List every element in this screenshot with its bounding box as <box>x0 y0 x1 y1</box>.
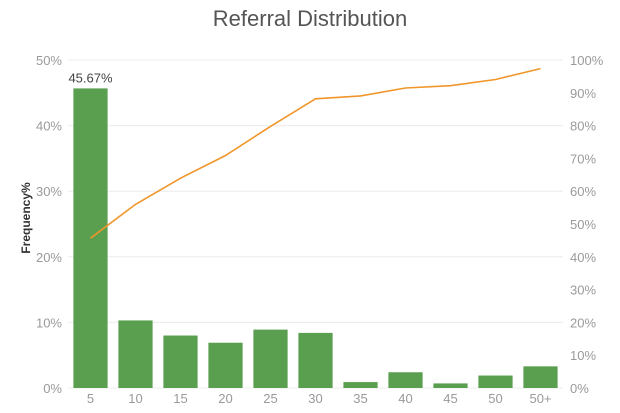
data-label: 45.67% <box>68 70 113 85</box>
y-right-tick-label: 50% <box>570 217 596 232</box>
bar <box>208 342 243 388</box>
y-right-tick-label: 70% <box>570 151 596 166</box>
x-tick-label: 50+ <box>529 391 551 406</box>
y-right-tick-label: 0% <box>570 381 589 396</box>
x-tick-label: 30 <box>308 391 322 406</box>
y-right-tick-label: 20% <box>570 315 596 330</box>
bar <box>163 335 198 388</box>
x-tick-label: 10 <box>128 391 142 406</box>
bar <box>73 88 108 389</box>
bar <box>478 375 513 388</box>
x-tick-label: 50 <box>488 391 502 406</box>
bar <box>298 332 333 388</box>
x-tick-label: 15 <box>173 391 187 406</box>
x-tick-label: 25 <box>263 391 277 406</box>
bar <box>253 329 288 388</box>
y-right-tick-label: 10% <box>570 348 596 363</box>
y-left-tick-label: 0% <box>43 381 62 396</box>
y-left-tick-label: 20% <box>36 250 62 265</box>
x-tick-label: 35 <box>353 391 367 406</box>
y-right-tick-label: 100% <box>570 53 604 68</box>
y-right-tick-label: 40% <box>570 250 596 265</box>
x-tick-label: 40 <box>398 391 412 406</box>
y-right-tick-label: 80% <box>570 119 596 134</box>
x-tick-label: 20 <box>218 391 232 406</box>
y-left-tick-label: 40% <box>36 119 62 134</box>
x-tick-label: 5 <box>87 391 94 406</box>
bar <box>523 366 558 388</box>
y-right-tick-label: 60% <box>570 184 596 199</box>
x-tick-label: 45 <box>443 391 457 406</box>
y-left-tick-label: 50% <box>36 53 62 68</box>
bar <box>388 372 423 388</box>
y-left-tick-label: 30% <box>36 184 62 199</box>
y-axis-label: Frequency% <box>19 182 33 254</box>
bar <box>433 383 468 388</box>
bar <box>343 382 378 388</box>
cumulative-line <box>90 67 541 239</box>
y-right-tick-label: 30% <box>570 283 596 298</box>
y-right-tick-label: 90% <box>570 86 596 101</box>
chart-title: Referral Distribution <box>212 6 408 31</box>
y-left-tick-label: 10% <box>36 315 62 330</box>
bar <box>118 320 153 388</box>
